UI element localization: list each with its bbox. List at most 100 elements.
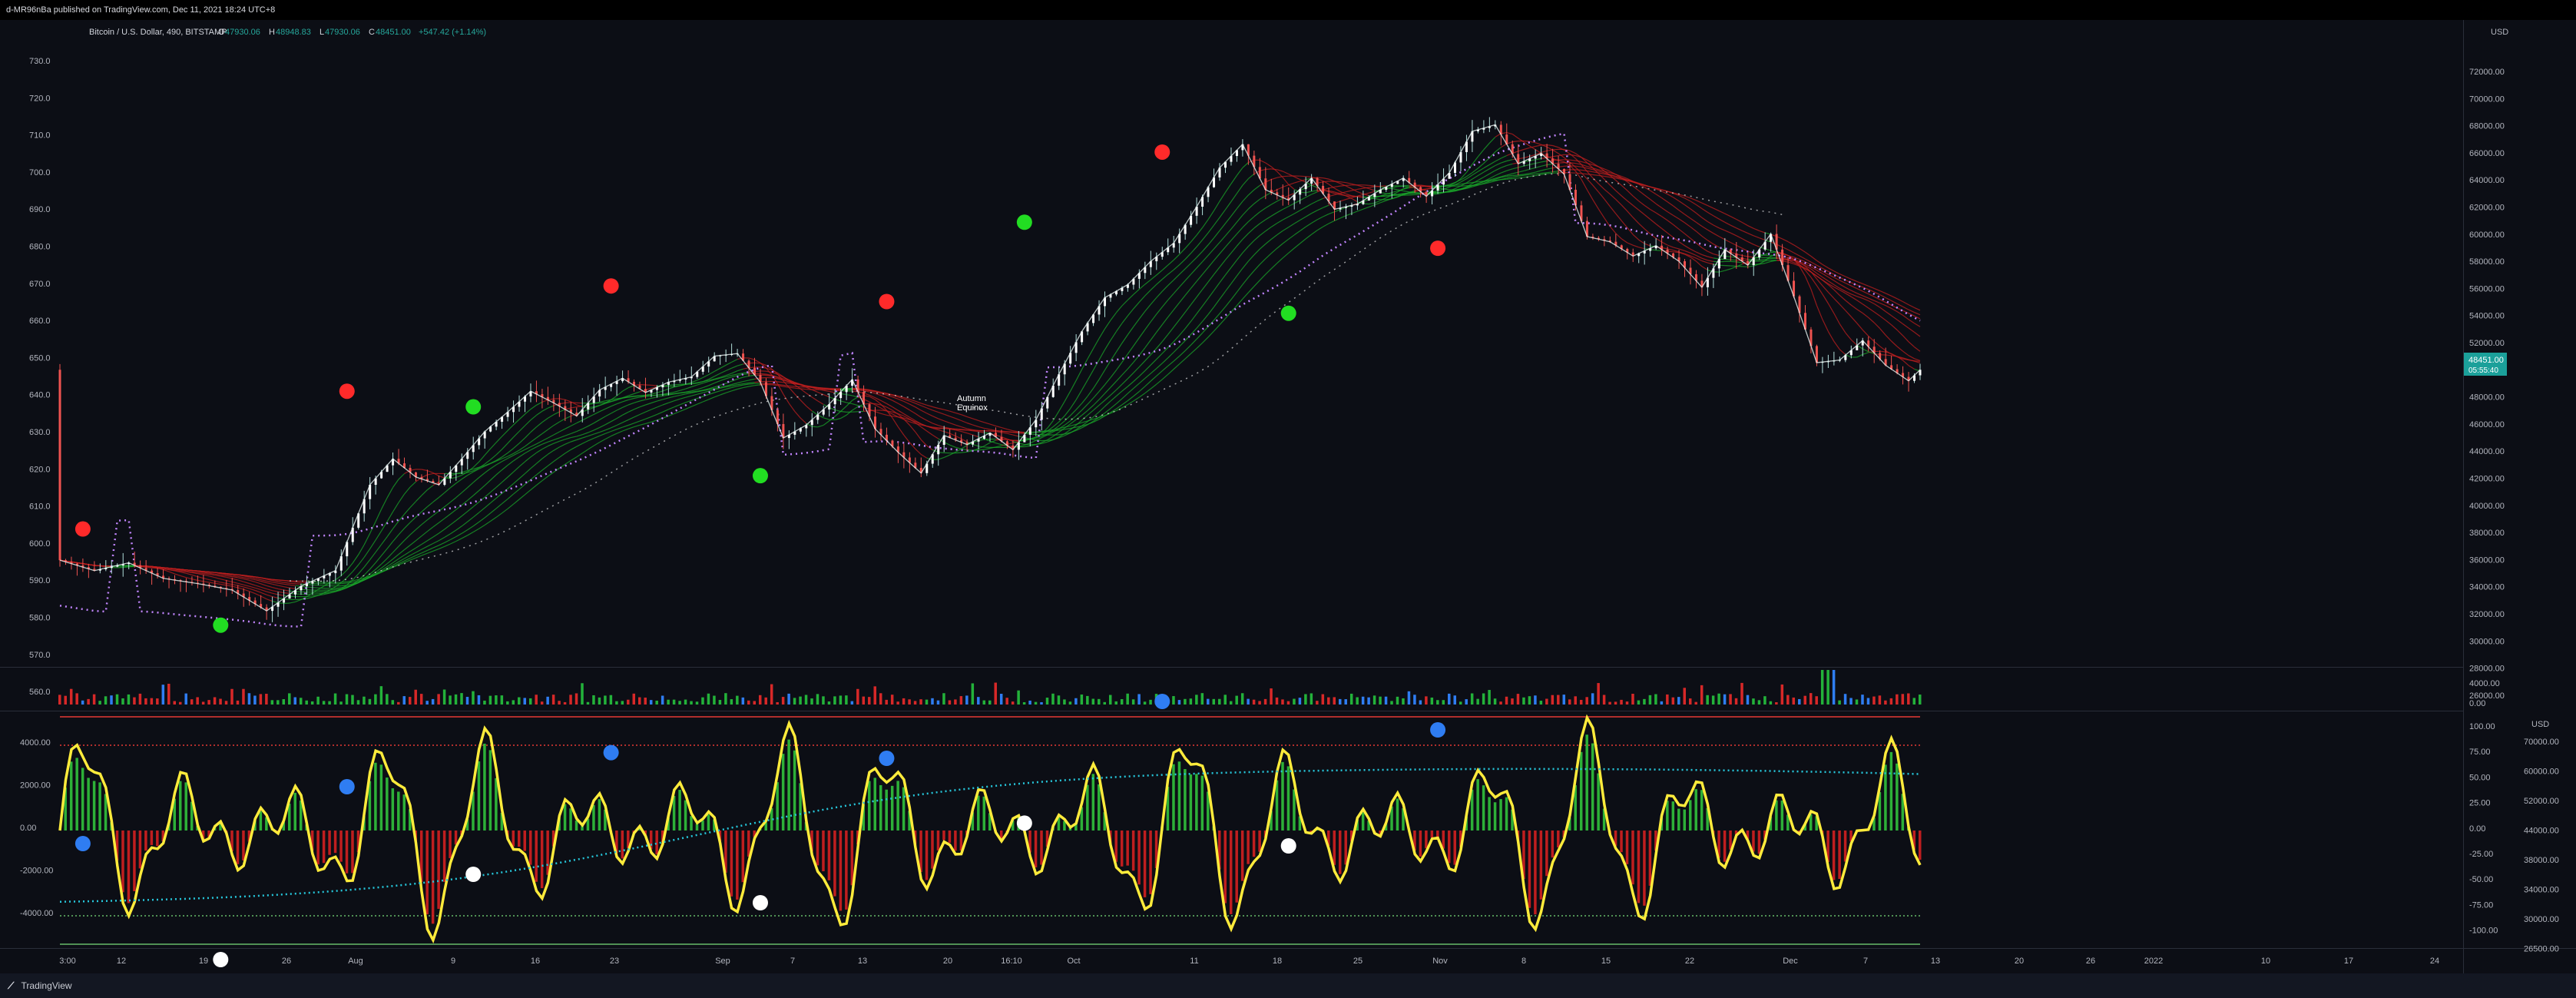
ribbon-line: [455, 492, 462, 499]
candle-body: [1803, 313, 1806, 330]
ribbon-line: [461, 511, 469, 517]
ribbon-line: [1265, 168, 1272, 170]
ribbon-line: [949, 444, 956, 448]
oscillator-histogram-bar: [1413, 831, 1416, 851]
ribbon-line: [817, 400, 824, 405]
ribbon-line: [1380, 194, 1386, 197]
ribbon-line: [1167, 352, 1174, 359]
ribbon-line: [1190, 297, 1197, 305]
ribbon-line: [1684, 233, 1691, 239]
ribbon-line: [1719, 211, 1726, 214]
chart-canvas[interactable]: 730.0720.0710.0700.0690.0680.0670.0660.0…: [0, 20, 2576, 973]
ribbon-line: [1914, 346, 1921, 352]
ribbon-line: [1552, 148, 1559, 151]
oscillator-histogram-bar: [391, 788, 395, 831]
ribbon-line: [622, 396, 629, 399]
left-price-tick: 560.0: [29, 688, 51, 697]
ribbon-line: [369, 552, 376, 560]
ribbon-line: [1598, 169, 1605, 172]
candle-body: [805, 425, 808, 429]
oscillator-histogram-bar: [816, 831, 819, 866]
ribbon-line: [680, 388, 686, 391]
ribbon-line: [1316, 197, 1323, 202]
volume-bar: [161, 685, 165, 705]
volume-bar: [1372, 695, 1376, 705]
candle-body: [374, 478, 377, 486]
green-signal-dot: [752, 468, 768, 484]
volume-bar: [127, 694, 131, 705]
ribbon-line: [1058, 401, 1065, 412]
ribbon-line: [1799, 255, 1806, 260]
ribbon-line: [1139, 283, 1146, 290]
candle-body: [856, 379, 859, 393]
ribbon-line: [1110, 408, 1117, 413]
candle-body: [1614, 241, 1617, 246]
ribbon-line: [565, 416, 571, 419]
ribbon-line: [1271, 177, 1277, 181]
volume-bar: [1045, 698, 1049, 705]
ribbon-line: [1592, 167, 1599, 171]
ribbon-line: [1747, 241, 1754, 245]
candle-body: [621, 378, 624, 382]
ribbon-line: [1214, 230, 1220, 239]
footer-brand[interactable]: TradingView: [21, 980, 72, 991]
oscillator-histogram-bar: [1901, 794, 1905, 831]
oscillator-histogram-bar: [604, 809, 607, 831]
ribbon-line: [1827, 331, 1835, 342]
ribbon-line: [249, 582, 256, 586]
white-signal-dot: [213, 952, 229, 967]
ribbon-line: [1696, 260, 1703, 267]
volume-bar: [454, 694, 458, 705]
ribbon-line: [581, 449, 589, 454]
ribbon-line: [1259, 244, 1266, 250]
ribbon-line: [1546, 167, 1553, 170]
ribbon-line: [909, 424, 916, 433]
time-axis-label: Sep: [715, 957, 730, 966]
ribbon-line: [1908, 313, 1915, 317]
ribbon-line: [708, 376, 715, 380]
candle-body: [581, 409, 584, 416]
candle-body: [1144, 267, 1147, 274]
ribbon-line: [565, 441, 571, 445]
ribbon-line: [151, 565, 158, 568]
ribbon-line: [548, 414, 555, 419]
volume-bar: [741, 697, 745, 705]
oscillator-outer-tick: 38000.00: [2524, 856, 2559, 865]
candle-body: [535, 391, 538, 395]
ribbon-line: [1845, 276, 1852, 280]
oscillator-histogram-bar: [184, 782, 187, 831]
ribbon-line: [502, 488, 508, 494]
ribbon-line: [1586, 178, 1594, 186]
ribbon-line: [1546, 149, 1553, 151]
ribbon-line: [404, 507, 411, 515]
ribbon-line: [731, 375, 738, 378]
ribbon-line: [593, 426, 600, 431]
ribbon-line: [1604, 198, 1611, 207]
ribbon-line: [455, 516, 462, 521]
ribbon-line: [1833, 313, 1840, 324]
ribbon-line: [1690, 248, 1697, 253]
ribbon-line: [1190, 246, 1197, 254]
ribbon-line: [794, 386, 801, 388]
ribbon-line: [1184, 304, 1192, 313]
ribbon-line: [1294, 181, 1300, 184]
ribbon-line: [823, 417, 829, 420]
candle-body: [1735, 253, 1738, 257]
candle-body: [598, 390, 601, 396]
ribbon-line: [984, 427, 991, 430]
ribbon-line: [472, 477, 480, 483]
ribbon-line: [1632, 204, 1640, 211]
ribbon-line: [932, 409, 939, 413]
ribbon-line: [616, 397, 623, 401]
ribbon-line: [283, 592, 290, 594]
candle-body: [1775, 234, 1778, 250]
ribbon-line: [392, 554, 399, 560]
time-axis: 3:00 12 19 26 Aug 9 16 23 Sep 7 13 20 16:10 Oct 11 18 25…: [59, 957, 2439, 966]
ribbon-line: [604, 427, 611, 431]
oscillator-histogram-bar: [999, 831, 1003, 840]
volume-bar: [827, 701, 831, 705]
ribbon-line: [1259, 219, 1266, 224]
candle-body: [1419, 187, 1422, 192]
ribbon-line: [835, 417, 841, 420]
oscillator-histogram-bar: [1247, 831, 1250, 864]
